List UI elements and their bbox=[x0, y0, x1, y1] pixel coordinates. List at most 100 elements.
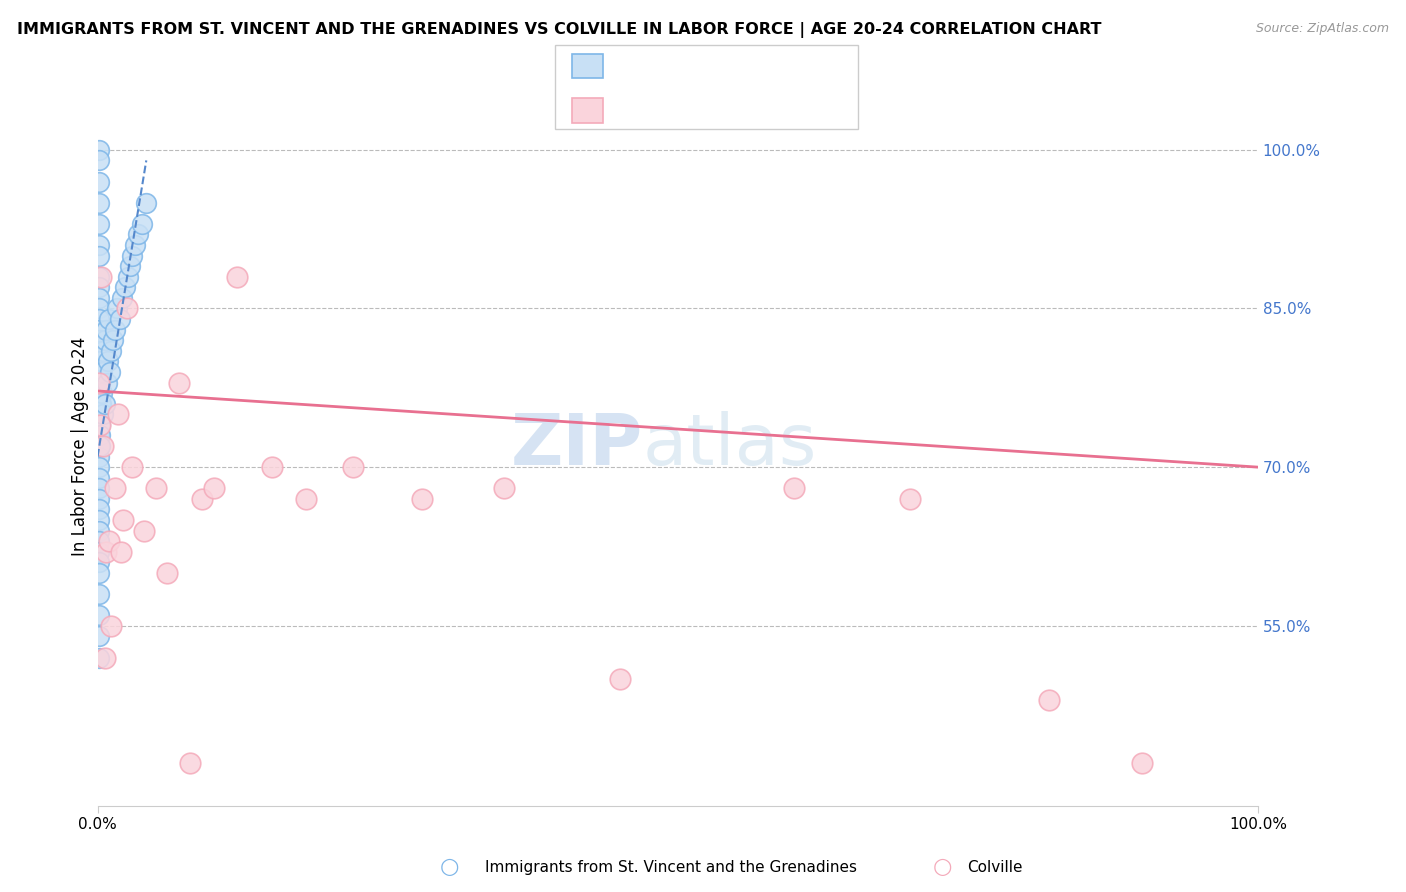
Point bbox=[87, 301, 110, 316]
Point bbox=[100, 343, 122, 358]
Point bbox=[87, 407, 110, 421]
Point bbox=[89, 397, 111, 411]
Point bbox=[90, 397, 112, 411]
Point bbox=[87, 629, 110, 643]
Text: R =: R = bbox=[617, 102, 657, 120]
Point bbox=[87, 195, 110, 210]
Point bbox=[114, 280, 136, 294]
Point bbox=[90, 269, 112, 284]
Point bbox=[87, 343, 110, 358]
Point bbox=[342, 460, 364, 475]
Point bbox=[89, 417, 111, 432]
Point bbox=[89, 428, 111, 442]
Point bbox=[87, 587, 110, 601]
Point bbox=[225, 269, 247, 284]
Point bbox=[94, 545, 117, 559]
Text: N =: N = bbox=[723, 53, 780, 70]
Point bbox=[87, 175, 110, 189]
Point bbox=[98, 365, 121, 379]
Point bbox=[124, 238, 146, 252]
Text: R =: R = bbox=[617, 53, 657, 70]
Point bbox=[87, 249, 110, 263]
Point bbox=[87, 386, 110, 401]
Point bbox=[87, 566, 110, 580]
Point bbox=[90, 354, 112, 368]
Text: 0.104: 0.104 bbox=[659, 53, 710, 70]
Point bbox=[93, 333, 115, 347]
Point bbox=[93, 407, 115, 421]
Point bbox=[87, 417, 110, 432]
Point bbox=[87, 513, 110, 527]
Point bbox=[108, 312, 131, 326]
Point bbox=[87, 460, 110, 475]
Point bbox=[202, 481, 225, 495]
Point bbox=[91, 365, 114, 379]
Point bbox=[112, 513, 135, 527]
Y-axis label: In Labor Force | Age 20-24: In Labor Force | Age 20-24 bbox=[72, 336, 89, 556]
Point bbox=[89, 417, 111, 432]
Point bbox=[111, 291, 134, 305]
Point bbox=[110, 545, 132, 559]
Point bbox=[179, 756, 201, 771]
Point bbox=[1038, 693, 1060, 707]
Text: atlas: atlas bbox=[643, 411, 817, 481]
Text: Source: ZipAtlas.com: Source: ZipAtlas.com bbox=[1256, 22, 1389, 36]
Point bbox=[87, 312, 110, 326]
Point bbox=[87, 450, 110, 464]
Text: -0.151: -0.151 bbox=[659, 102, 717, 120]
Point bbox=[105, 301, 128, 316]
Text: ZIP: ZIP bbox=[510, 411, 643, 481]
Point bbox=[87, 471, 110, 485]
Point bbox=[87, 217, 110, 231]
Text: N =: N = bbox=[723, 102, 780, 120]
Point bbox=[96, 376, 118, 390]
Point bbox=[87, 555, 110, 569]
Point bbox=[87, 280, 110, 294]
Point bbox=[87, 491, 110, 506]
Point bbox=[411, 491, 433, 506]
Text: IMMIGRANTS FROM ST. VINCENT AND THE GRENADINES VS COLVILLE IN LABOR FORCE | AGE : IMMIGRANTS FROM ST. VINCENT AND THE GREN… bbox=[17, 22, 1101, 38]
Point bbox=[1130, 756, 1153, 771]
Point bbox=[87, 534, 110, 549]
Point bbox=[87, 354, 110, 368]
Point bbox=[121, 460, 143, 475]
Point bbox=[87, 323, 110, 337]
Point bbox=[93, 439, 115, 453]
Point bbox=[260, 460, 283, 475]
Point bbox=[127, 227, 149, 242]
Text: 72: 72 bbox=[779, 53, 801, 70]
Text: Immigrants from St. Vincent and the Grenadines: Immigrants from St. Vincent and the Gren… bbox=[485, 860, 858, 874]
Point bbox=[104, 323, 127, 337]
Point bbox=[609, 672, 631, 686]
Point bbox=[87, 397, 110, 411]
Point bbox=[101, 333, 124, 347]
Point bbox=[87, 608, 110, 623]
Point bbox=[87, 502, 110, 516]
Point bbox=[115, 301, 138, 316]
Point bbox=[131, 217, 153, 231]
Point bbox=[191, 491, 214, 506]
Point bbox=[295, 491, 318, 506]
Point bbox=[93, 343, 115, 358]
Point bbox=[91, 386, 114, 401]
Text: ○: ○ bbox=[440, 857, 460, 877]
Text: ○: ○ bbox=[932, 857, 952, 877]
Point bbox=[87, 545, 110, 559]
Text: 32: 32 bbox=[779, 102, 801, 120]
Point bbox=[87, 143, 110, 157]
Point bbox=[93, 397, 115, 411]
Point bbox=[89, 376, 111, 390]
Point bbox=[107, 407, 129, 421]
Point bbox=[120, 259, 142, 273]
Point bbox=[156, 566, 179, 580]
Point bbox=[87, 428, 110, 442]
Point bbox=[87, 376, 110, 390]
Point bbox=[87, 376, 110, 390]
Point bbox=[97, 354, 120, 368]
Point bbox=[87, 291, 110, 305]
Text: Colville: Colville bbox=[967, 860, 1022, 874]
Point bbox=[93, 650, 115, 665]
Point bbox=[87, 650, 110, 665]
Point bbox=[94, 323, 117, 337]
Point bbox=[492, 481, 515, 495]
